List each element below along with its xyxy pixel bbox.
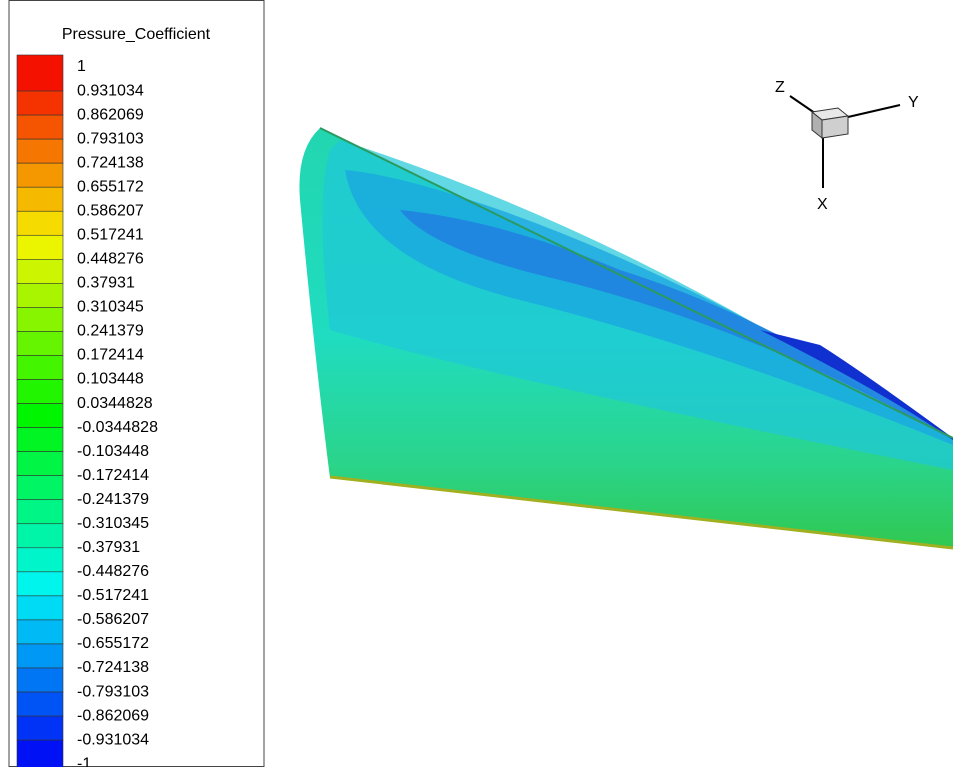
legend-label: 1: [77, 58, 86, 75]
legend-swatch: [17, 259, 63, 283]
wing: [299, 128, 953, 548]
legend-label: 0.172414: [77, 347, 144, 364]
legend-label: -0.310345: [77, 515, 149, 532]
legend-swatch: [17, 380, 63, 404]
legend-label: -0.724138: [77, 659, 149, 676]
legend-label: 0.517241: [77, 226, 144, 243]
legend-swatch: [17, 740, 63, 767]
legend-label: 0.310345: [77, 299, 144, 316]
legend-label: 0.241379: [77, 323, 144, 340]
triad-label: Z: [775, 79, 785, 96]
legend-swatch: [17, 163, 63, 187]
legend-label: -0.517241: [77, 587, 149, 604]
legend-label: -0.448276: [77, 563, 149, 580]
page: Pressure_Coefficient 1 0.931034 0.862069 0.…: [0, 0, 953, 772]
legend-swatch: [17, 596, 63, 620]
triad-label: Y: [908, 94, 919, 111]
triad-cube: [822, 116, 848, 138]
axis-triad: Z Y X: [775, 79, 919, 213]
legend-label: 0.0344828: [77, 395, 153, 412]
legend-swatch: [17, 187, 63, 211]
legend-label: -1: [77, 755, 91, 767]
legend-label: -0.862069: [77, 707, 149, 724]
legend-label: 0.586207: [77, 202, 144, 219]
legend-label: -0.931034: [77, 731, 149, 748]
legend-swatch: [17, 692, 63, 716]
legend-swatch: [17, 331, 63, 355]
legend-label: -0.586207: [77, 611, 149, 628]
legend-label: 0.37931: [77, 275, 135, 292]
legend-swatch: [17, 404, 63, 428]
legend-label: 0.448276: [77, 251, 144, 268]
viewport: Pressure_Coefficient 1 0.931034 0.862069 0.…: [0, 0, 953, 767]
legend-swatch: [17, 500, 63, 524]
legend-label: -0.172414: [77, 467, 149, 484]
legend-swatch: [17, 211, 63, 235]
legend-swatch: [17, 572, 63, 596]
legend-label: 0.655172: [77, 178, 144, 195]
legend-label: 0.103448: [77, 371, 144, 388]
legend-swatch: [17, 307, 63, 331]
legend-swatch: [17, 644, 63, 668]
legend-swatch: [17, 524, 63, 548]
legend-swatch: [17, 115, 63, 139]
legend-label: -0.103448: [77, 443, 149, 460]
legend-swatch: [17, 283, 63, 307]
legend-swatch: [17, 91, 63, 115]
legend-swatch: [17, 620, 63, 644]
legend-label: -0.793103: [77, 683, 149, 700]
legend-scale: 1 0.931034 0.862069 0.793103 0.724138 0.65517…: [17, 55, 158, 767]
legend-swatch: [17, 355, 63, 379]
legend-label: 0.724138: [77, 154, 144, 171]
legend-title: Pressure_Coefficient: [62, 26, 211, 43]
legend-swatch: [17, 235, 63, 259]
legend-swatch: [17, 139, 63, 163]
legend-swatch: [17, 716, 63, 740]
legend-swatch: [17, 668, 63, 692]
legend-label: -0.241379: [77, 491, 149, 508]
legend-swatch: [17, 548, 63, 572]
legend-swatch: [17, 428, 63, 452]
legend-swatch: [17, 55, 63, 91]
legend-label: -0.37931: [77, 539, 140, 556]
legend-label: 0.793103: [77, 130, 144, 147]
legend-label: 0.862069: [77, 106, 144, 123]
legend-label: -0.655172: [77, 635, 149, 652]
legend-label: 0.931034: [77, 82, 144, 99]
triad-label: X: [817, 196, 828, 213]
legend-label: -0.0344828: [77, 419, 158, 436]
legend-swatch: [17, 452, 63, 476]
legend-swatch: [17, 476, 63, 500]
